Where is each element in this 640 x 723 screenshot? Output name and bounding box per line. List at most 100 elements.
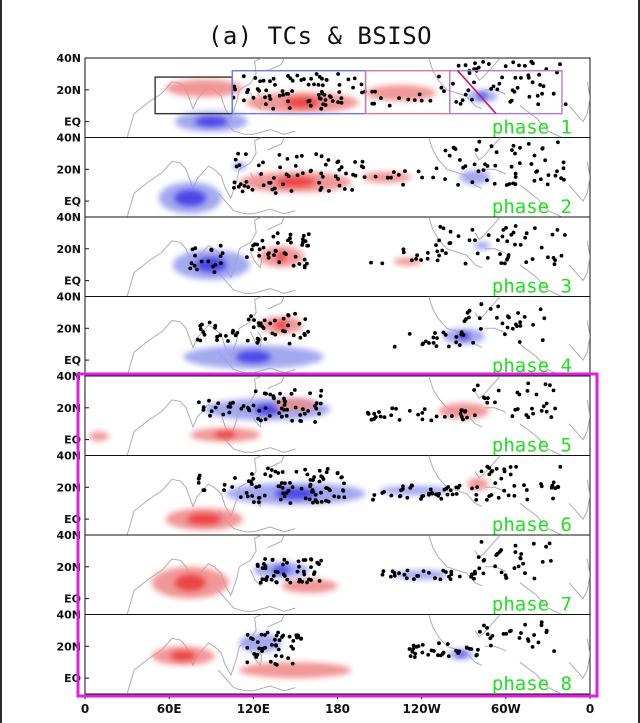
- tc-dot: [303, 317, 308, 321]
- tc-dot: [540, 91, 544, 96]
- tc-dot: [268, 659, 273, 664]
- tc-dot: [474, 653, 479, 658]
- tc-dot: [555, 70, 559, 75]
- tc-dot: [281, 93, 286, 97]
- tc-dot: [463, 63, 468, 68]
- tc-dot: [456, 183, 460, 187]
- tc-dot: [535, 93, 540, 98]
- tc-dot: [381, 569, 386, 574]
- tc-dot: [293, 405, 298, 410]
- tc-dot: [261, 646, 266, 651]
- tc-dot: [481, 558, 486, 563]
- tc-dot: [497, 81, 502, 86]
- tc-dot: [531, 411, 535, 416]
- tc-dot: [360, 159, 365, 164]
- tc-dot: [392, 344, 397, 349]
- tc-dot: [552, 262, 557, 267]
- tc-dot: [506, 493, 511, 498]
- tc-dot: [320, 174, 325, 179]
- tc-dot: [540, 146, 545, 151]
- panel-frame: [84, 296, 591, 377]
- tc-dot: [487, 62, 491, 66]
- tc-dot: [457, 649, 462, 654]
- tc-dot: [414, 257, 418, 261]
- phase-label: phase 6: [492, 514, 572, 536]
- tc-dot: [279, 654, 284, 659]
- tc-dot: [399, 488, 403, 493]
- tc-dot: [268, 321, 273, 326]
- tc-dot: [189, 261, 194, 266]
- tc-dot: [269, 468, 274, 472]
- tc-dot: [272, 396, 276, 401]
- tc-dot: [222, 482, 227, 487]
- coastline: [217, 192, 296, 215]
- tc-dot: [467, 238, 472, 243]
- tc-dot: [527, 94, 532, 99]
- tc-dot: [427, 492, 431, 497]
- tc-dot: [389, 574, 393, 579]
- tc-dot: [284, 414, 289, 418]
- tc-dot: [238, 182, 243, 187]
- tc-dot: [302, 411, 307, 416]
- tc-dot: [288, 580, 293, 585]
- tc-dot: [435, 336, 439, 340]
- tc-dot: [516, 311, 520, 315]
- tc-dot: [454, 335, 459, 339]
- positive-anomaly-core: [186, 513, 222, 525]
- tc-dot: [244, 152, 248, 157]
- tc-dot: [525, 389, 530, 393]
- tc-dot: [513, 75, 518, 80]
- tc-dot: [251, 243, 256, 248]
- tc-dot: [496, 304, 501, 309]
- tc-dot: [434, 243, 438, 248]
- tc-dot: [245, 660, 250, 665]
- tc-dot: [457, 574, 462, 579]
- tc-dot: [232, 185, 236, 190]
- tc-dot: [377, 410, 381, 414]
- tc-dot: [506, 314, 510, 319]
- tc-dot: [352, 76, 357, 81]
- coastline: [484, 248, 507, 255]
- positive-anomaly-blob: [239, 662, 352, 679]
- tc-dot: [535, 169, 540, 174]
- tc-dot: [241, 404, 246, 408]
- tc-dot: [531, 541, 536, 546]
- tc-dot: [309, 565, 313, 569]
- tc-dot: [457, 483, 462, 488]
- tc-dot: [245, 255, 249, 259]
- tc-dot: [540, 338, 545, 343]
- tc-dot: [327, 94, 332, 98]
- tc-dot: [533, 226, 537, 231]
- tc-dot: [493, 481, 498, 485]
- tc-dot: [277, 411, 282, 415]
- tc-dot: [198, 327, 203, 332]
- tc-dot: [435, 258, 440, 263]
- tc-dot: [526, 142, 531, 146]
- positive-anomaly-core: [174, 574, 206, 591]
- tc-dot: [218, 254, 223, 258]
- tc-dot: [549, 559, 553, 563]
- tc-dot: [278, 165, 282, 170]
- tc-dot: [454, 492, 459, 496]
- tc-dot: [315, 500, 320, 505]
- tc-dot: [289, 391, 294, 396]
- tc-dot: [500, 234, 505, 239]
- tc-dot: [302, 257, 307, 262]
- tc-dot: [336, 177, 340, 181]
- tc-dot: [250, 472, 254, 476]
- tc-dot: [481, 60, 485, 64]
- tc-dot: [404, 576, 409, 581]
- tc-dot: [308, 391, 312, 396]
- tc-dot: [313, 420, 317, 424]
- tc-dot: [306, 99, 311, 104]
- tc-dot: [206, 259, 211, 264]
- tc-dot: [250, 494, 255, 498]
- tc-dot: [441, 226, 446, 231]
- tc-dot: [394, 406, 398, 411]
- tc-dot: [218, 333, 223, 338]
- tc-dot: [251, 476, 256, 481]
- tc-dot: [252, 318, 256, 322]
- tc-dot: [463, 409, 467, 414]
- tc-dot: [430, 491, 435, 496]
